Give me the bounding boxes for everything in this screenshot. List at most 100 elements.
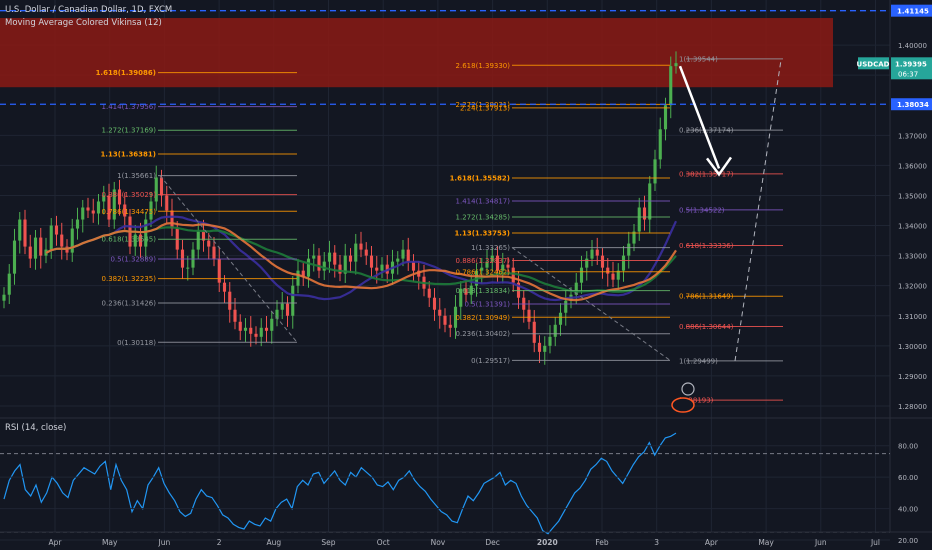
candle-body: [270, 318, 274, 331]
fib-mid-label: 0.786(1.32462): [456, 268, 511, 276]
fib-right-label: 1(1.39544): [679, 55, 718, 63]
candle-body: [102, 195, 106, 202]
candle-body: [70, 228, 74, 253]
candle-body: [254, 333, 258, 337]
candle-body: [301, 270, 305, 277]
candle-body: [669, 66, 673, 106]
current-price-label: 1.39395: [895, 60, 927, 68]
candle-body: [354, 243, 358, 262]
price-axis-tick: 1.36000: [898, 162, 927, 170]
time-axis-tick: Aug: [266, 538, 281, 547]
price-axis-tick: 1.33000: [898, 253, 927, 261]
candle-body: [590, 249, 594, 259]
trend-dashed-mid: [511, 247, 671, 361]
arrow-head: [706, 156, 733, 177]
candle-body: [621, 255, 626, 271]
fib-mid-label: 2.618(1.39330): [456, 62, 511, 70]
candle-body: [543, 345, 547, 352]
candle-body: [611, 273, 615, 280]
fib-left-label: 0.786(1.34475): [102, 208, 157, 216]
fib-mid-label: 1.13(1.33753): [454, 229, 510, 237]
candle-body: [23, 219, 27, 247]
candle-body: [54, 225, 59, 235]
candle-body: [642, 207, 647, 220]
candle-body: [453, 306, 458, 328]
indicator-title: Moving Average Colored Vikinsa (12): [5, 18, 162, 28]
rsi-axis-tick: 40.00: [898, 506, 918, 514]
candle-body: [511, 267, 515, 283]
price-axis-tick: 1.35000: [898, 192, 927, 200]
time-axis-tick: May: [102, 538, 118, 547]
candle-body: [653, 159, 657, 184]
candle-body: [217, 258, 221, 283]
candle-body: [39, 237, 43, 256]
candle-body: [469, 285, 473, 295]
candle-body: [427, 288, 431, 298]
rsi-title: RSI (14, close): [5, 423, 67, 433]
candle-body: [117, 189, 122, 205]
fib-mid-label: 1.414(1.34817): [456, 197, 511, 205]
fib-mid-label: 0(1.29517): [471, 357, 510, 365]
candle-body: [196, 231, 200, 250]
candle-body: [564, 300, 568, 313]
fib-left-label: 0.5(1.32889): [110, 255, 156, 263]
time-axis-tick: Nov: [431, 538, 446, 547]
fib-right-label: 0.5(1.34522): [679, 206, 725, 214]
price-tag-top-label: 1.41145: [897, 8, 929, 16]
trend-dashed-left: [159, 175, 298, 343]
candle-body: [333, 252, 337, 265]
candle-body: [96, 201, 101, 214]
candle-body: [406, 249, 410, 262]
candle-body: [658, 129, 662, 160]
candle-body: [112, 189, 116, 220]
candle-body: [674, 63, 678, 67]
candle-body: [201, 231, 206, 241]
candle-body: [537, 342, 542, 352]
candle-body: [91, 210, 95, 214]
fib-mid-label: 1.618(1.35582): [450, 174, 510, 182]
candle-body: [343, 255, 347, 274]
candle-body: [600, 255, 605, 268]
candle-body: [86, 207, 90, 211]
countdown-label: 06:37: [898, 70, 918, 78]
candle-body: [574, 282, 578, 295]
time-axis-tick: 3: [654, 538, 659, 547]
fib-mid-label: 2.24(1.37913): [460, 104, 510, 112]
candle-body: [364, 249, 368, 256]
price-tag-mid-label: 1.38034: [897, 101, 929, 109]
candle-body: [144, 219, 148, 247]
rsi-axis-tick: 60.00: [898, 474, 918, 482]
fib-mid-label: 0.236(1.30402): [456, 330, 511, 338]
fib-right-label: 0.236(1.37174): [679, 127, 734, 135]
candle-body: [527, 309, 531, 322]
fib-left-label: 1.272(1.37169): [102, 127, 157, 135]
candle-body: [264, 327, 269, 331]
candle-body: [291, 285, 295, 316]
candle-body: [506, 264, 510, 268]
fib-left-label: 1.618(1.39086): [96, 69, 156, 77]
candle-body: [438, 309, 442, 316]
fib-mid-label: 1(1.33265): [471, 244, 510, 252]
candle-body: [285, 303, 290, 316]
symbol-tag: [858, 57, 889, 70]
candle-body: [296, 270, 300, 286]
time-axis-tick: Oct: [377, 538, 390, 547]
candle-body: [558, 312, 563, 325]
candle-body: [396, 258, 400, 262]
candle-body: [312, 255, 316, 259]
candle-body: [60, 234, 64, 247]
candle-body: [501, 264, 505, 271]
candle-body: [417, 270, 421, 277]
price-axis-tick: 1.29000: [898, 373, 927, 381]
candle-body: [411, 261, 416, 271]
price-tag-top: [891, 4, 932, 17]
ma-orange-line: [45, 221, 677, 302]
candle-body: [12, 240, 17, 274]
candle-body: [238, 321, 242, 331]
candle-body: [606, 267, 610, 274]
candle-body: [448, 324, 452, 328]
candle-body: [212, 246, 216, 259]
fib-left-label: 0(1.30118): [117, 339, 156, 347]
candle-body: [532, 321, 536, 343]
